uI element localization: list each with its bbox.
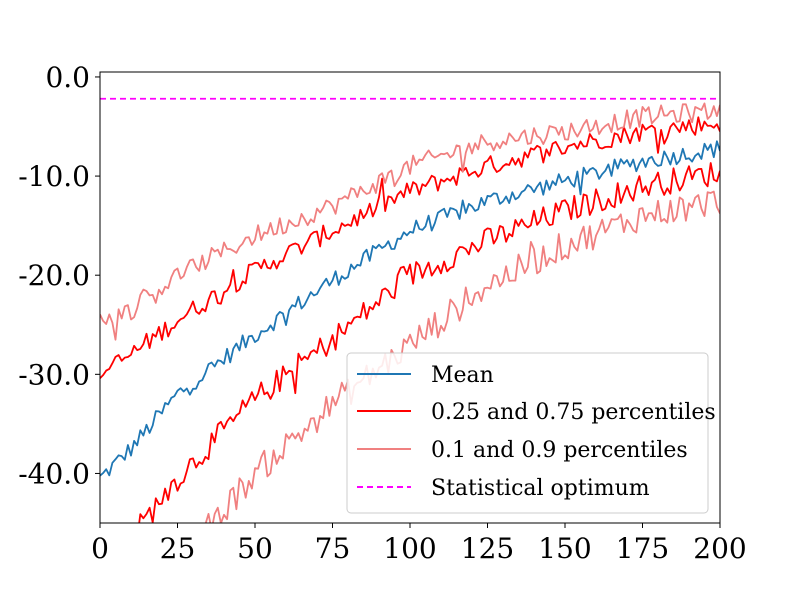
axis-layer: 0 25 50 75 100 125 150 175 200 0.0 -10.0 -20.0 -30.0… [18,61,747,565]
series-layer [100,97,720,523]
x-tick-label: 100 [383,532,436,565]
x-tick-label: 125 [461,532,514,565]
y-tick-label: -30.0 [18,358,90,391]
legend: Mean 0.25 and 0.75 percentiles 0.1 and 0.9… [346,352,716,514]
x-tick-label: 75 [315,532,351,565]
y-tick-label: -10.0 [18,160,90,193]
y-tick-label: -20.0 [18,259,90,292]
series-0-9-percentile [100,102,720,341]
series-0-75-percentile [100,116,720,379]
series-mean [100,140,720,477]
y-tick-label: -40.0 [18,457,90,490]
legend-frame [346,352,709,514]
legend-label-0-1-and-0-9-percentiles: 0.1 and 0.9 percentiles [431,438,688,463]
legend-label-statistical-optimum: Statistical optimum [431,476,650,501]
x-tick-label: 50 [237,532,273,565]
x-tick-label: 200 [693,532,746,565]
legend-label-0-25-and-0-75-percentiles: 0.25 and 0.75 percentiles [431,400,716,425]
x-tick-label: 25 [160,532,196,565]
x-tick-label: 150 [538,532,591,565]
x-tick-label: 175 [616,532,669,565]
series-0-1-percentile [198,190,720,523]
y-tick-label: 0.0 [45,61,90,94]
x-tick-label: 0 [91,532,109,565]
legend-label-mean: Mean [431,363,494,388]
series-0-25-percentile [138,162,720,523]
